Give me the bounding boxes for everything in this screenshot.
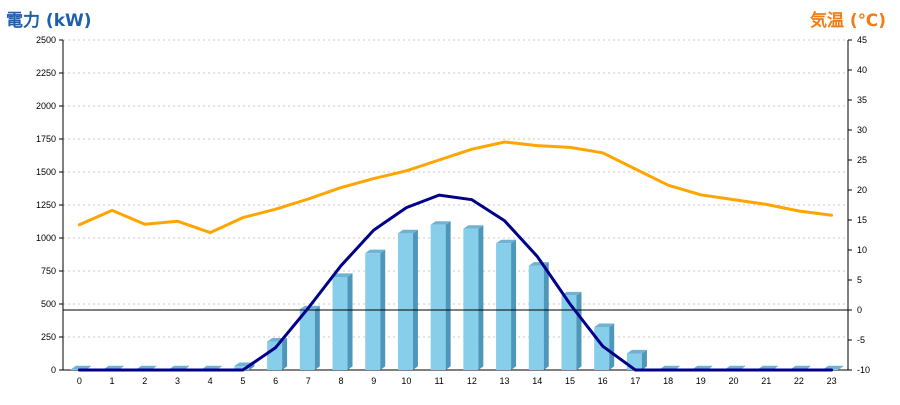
right-tick-label: 35 [857,95,867,105]
left-tick-label: 750 [41,266,56,276]
bar-top [168,365,189,370]
left-tick-label: 1500 [36,167,56,177]
bar-top [463,225,484,229]
bar-top [823,365,844,370]
right-tick-label: 40 [857,65,867,75]
x-tick-label: 19 [696,376,706,386]
x-tick-label: 14 [532,376,542,386]
right-tick-label: -10 [857,365,870,375]
x-tick-label: 6 [273,376,278,386]
power-line [77,193,834,372]
bar-side [609,323,615,370]
bar [561,295,577,370]
bar-top [594,323,615,328]
left-tick-label: 1000 [36,233,56,243]
bar-side [412,229,418,370]
x-tick-label: 21 [761,376,771,386]
bar-top [70,365,91,370]
bar-side [347,273,353,370]
bar-side [543,262,549,370]
left-tick-label: 500 [41,299,56,309]
right-tick-label: 0 [857,305,862,315]
bar-top [201,365,222,370]
bar-side [641,349,647,370]
right-axis-title: 気温 (℃) [809,11,886,31]
left-axis-title: 電力 (kW) [6,11,92,31]
x-tick-label: 9 [371,376,376,386]
x-tick-label: 18 [663,376,673,386]
bar-top [430,221,451,225]
bar [463,228,479,370]
x-tick-label: 20 [729,376,739,386]
right-tick-label: 30 [857,125,867,135]
bar-top [725,365,746,370]
x-tick-label: 3 [175,376,180,386]
temperature-line [77,140,834,235]
right-tick-label: 25 [857,155,867,165]
bar-side [511,239,517,370]
left-tick-label: 0 [51,365,56,375]
bar [234,366,250,370]
bar [365,253,381,370]
bar-top [757,365,778,370]
bar [332,276,348,370]
right-tick-label: 5 [857,275,862,285]
bar-top [136,365,157,370]
x-tick-label: 8 [339,376,344,386]
bar-side [838,365,844,370]
x-tick-label: 2 [142,376,147,386]
left-tick-label: 1750 [36,134,56,144]
right-tick-label: -5 [857,335,865,345]
bar-side [478,225,484,370]
bar [397,233,413,370]
bar-side [576,291,582,370]
left-tick-label: 2500 [36,35,56,45]
right-tick-label: 15 [857,215,867,225]
x-tick-label: 23 [827,376,837,386]
bar [430,224,446,370]
bar-top [332,273,353,277]
right-tick-label: 10 [857,245,867,255]
bar-side [282,338,288,370]
x-tick-label: 1 [110,376,115,386]
left-tick-label: 2000 [36,101,56,111]
bar-top [626,349,647,354]
x-tick-label: 7 [306,376,311,386]
bar-side [445,221,451,370]
bar-top [659,365,680,370]
bar-top [365,249,386,254]
bar-top [790,365,811,370]
x-tick-label: 0 [77,376,82,386]
bar-top [561,291,582,296]
bar-side [314,305,320,370]
x-tick-label: 15 [565,376,575,386]
left-tick-label: 2250 [36,68,56,78]
x-tick-label: 16 [598,376,608,386]
left-tick-label: 1250 [36,200,56,210]
bar-top [397,229,418,234]
x-tick-label: 22 [794,376,804,386]
bar [267,341,283,370]
x-tick-label: 12 [467,376,477,386]
bar-top [103,365,124,370]
x-tick-label: 11 [434,376,443,386]
right-tick-label: 45 [857,35,867,45]
x-tick-label: 10 [401,376,411,386]
right-tick-label: 20 [857,185,867,195]
x-tick-label: 5 [240,376,245,386]
left-tick-label: 250 [41,332,56,342]
bar [299,309,315,370]
bar-top [496,239,517,244]
bar [528,265,544,370]
x-tick-label: 13 [500,376,510,386]
bar-top [692,365,713,370]
x-tick-label: 4 [208,376,213,386]
x-tick-label: 17 [630,376,640,386]
bar [496,243,512,370]
